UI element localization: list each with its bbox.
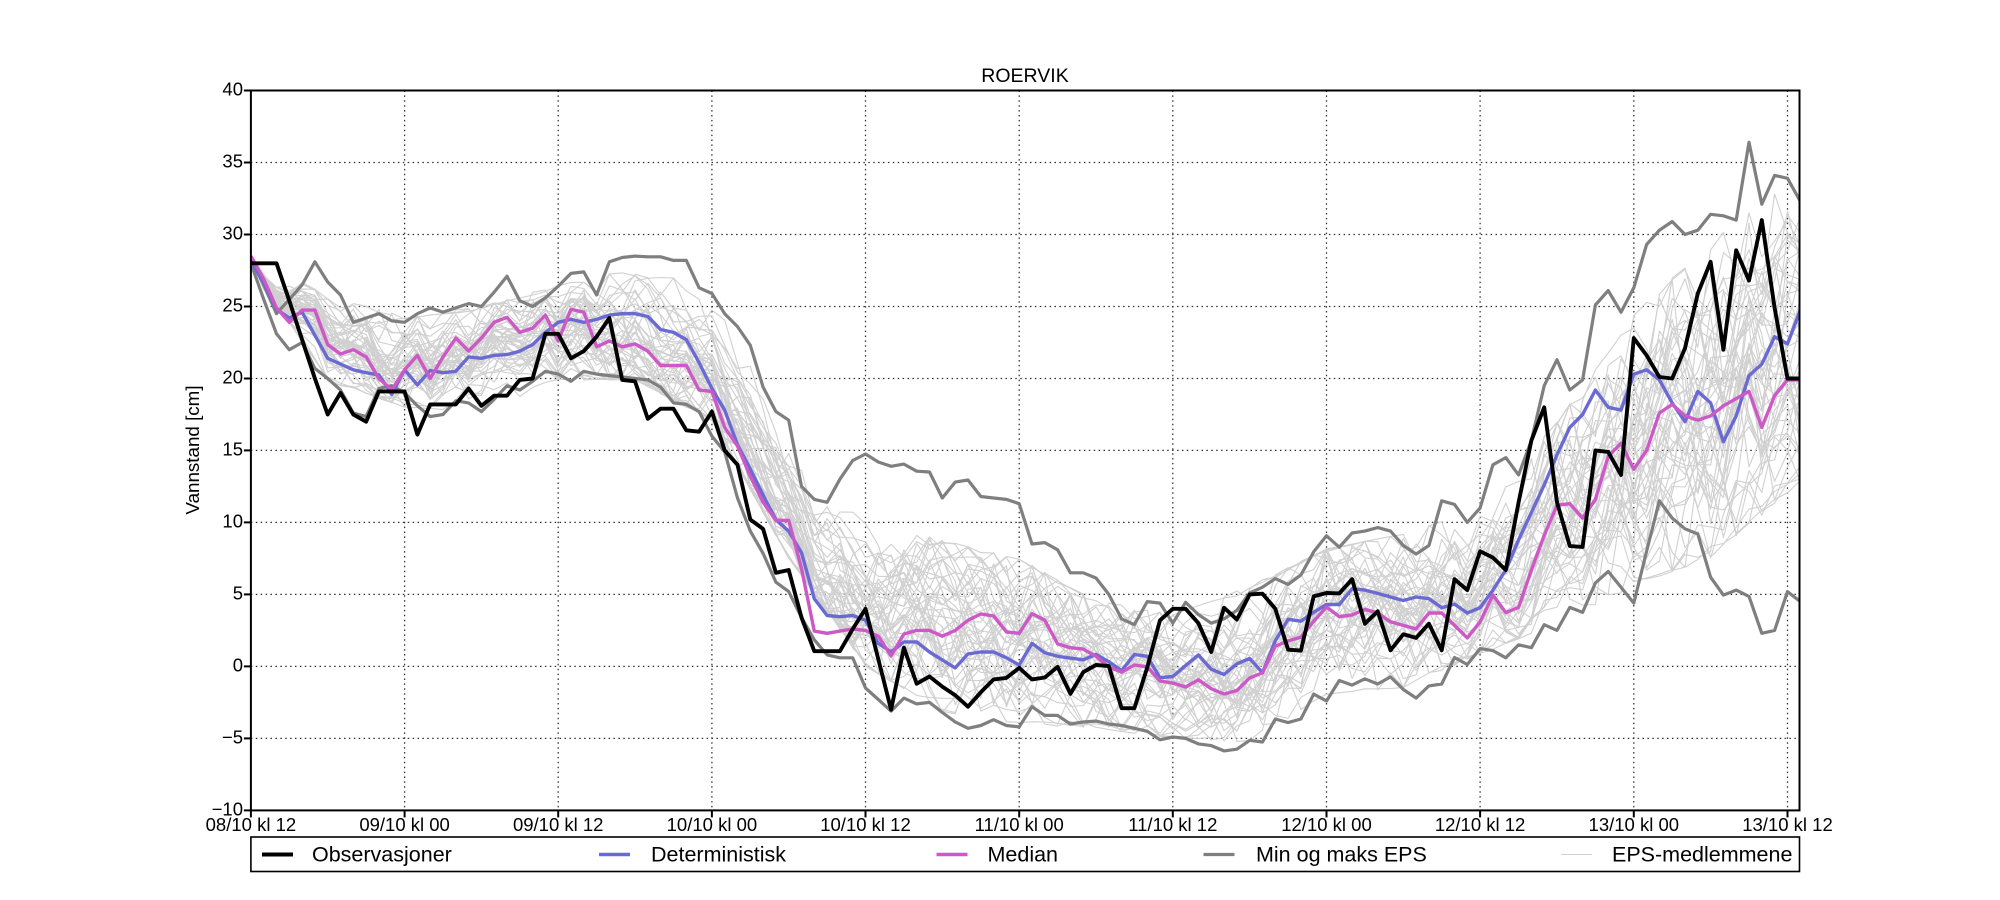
svg-text:09/10 kl 00: 09/10 kl 00	[359, 814, 450, 835]
svg-text:−5: −5	[222, 727, 243, 748]
svg-text:5: 5	[233, 583, 243, 604]
svg-text:ROERVIK: ROERVIK	[981, 65, 1068, 87]
svg-text:11/10 kl 00: 11/10 kl 00	[975, 814, 1064, 835]
svg-text:0: 0	[233, 655, 243, 676]
svg-text:15: 15	[222, 439, 243, 460]
svg-text:25: 25	[222, 295, 243, 316]
svg-text:10/10 kl 00: 10/10 kl 00	[667, 814, 758, 835]
svg-text:09/10 kl 12: 09/10 kl 12	[513, 814, 604, 835]
svg-text:EPS-medlemmene: EPS-medlemmene	[1612, 843, 1792, 867]
svg-text:10/10 kl 12: 10/10 kl 12	[820, 814, 911, 835]
svg-text:11/10 kl 12: 11/10 kl 12	[1128, 814, 1217, 835]
svg-text:12/10 kl 12: 12/10 kl 12	[1435, 814, 1526, 835]
svg-text:35: 35	[222, 151, 243, 172]
svg-text:13/10 kl 12: 13/10 kl 12	[1742, 814, 1833, 835]
svg-text:−10: −10	[212, 799, 243, 820]
svg-text:20: 20	[222, 367, 243, 388]
svg-text:08/10 kl 12: 08/10 kl 12	[206, 814, 297, 835]
svg-text:30: 30	[222, 223, 243, 244]
svg-text:Median: Median	[988, 843, 1059, 867]
svg-text:40: 40	[222, 79, 243, 100]
svg-text:Observasjoner: Observasjoner	[312, 843, 452, 867]
svg-text:10: 10	[222, 511, 243, 532]
svg-text:Vannstand [cm]: Vannstand [cm]	[182, 385, 203, 514]
svg-text:12/10 kl 00: 12/10 kl 00	[1281, 814, 1372, 835]
svg-text:13/10 kl 00: 13/10 kl 00	[1589, 814, 1680, 835]
svg-text:Deterministisk: Deterministisk	[651, 843, 786, 867]
svg-text:Min og maks EPS: Min og maks EPS	[1256, 843, 1427, 867]
